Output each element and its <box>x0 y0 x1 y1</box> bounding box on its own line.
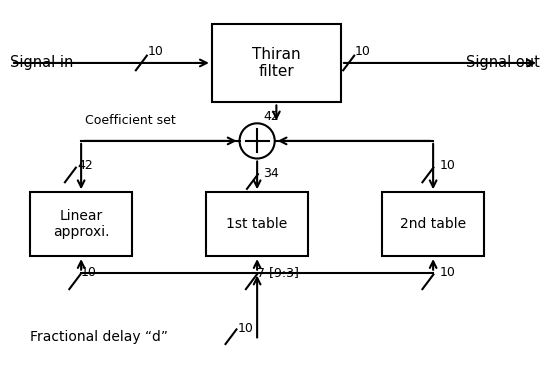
Text: 42: 42 <box>77 159 93 172</box>
Text: Linear
approxi.: Linear approxi. <box>53 209 109 239</box>
Text: Thiran
filter: Thiran filter <box>252 47 301 79</box>
Bar <box>206 192 308 256</box>
Bar <box>212 24 341 102</box>
Text: 10: 10 <box>440 159 456 172</box>
Text: 10: 10 <box>355 45 371 58</box>
Text: 10: 10 <box>81 266 97 279</box>
Text: 1st table: 1st table <box>227 217 288 231</box>
Text: 42: 42 <box>263 109 279 123</box>
Text: Signal in: Signal in <box>10 56 73 70</box>
Bar <box>382 192 484 256</box>
Text: 10: 10 <box>238 322 254 335</box>
Text: Fractional delay “d”: Fractional delay “d” <box>30 330 168 344</box>
Text: 34: 34 <box>263 167 279 180</box>
Text: 7 [9:3]: 7 [9:3] <box>257 266 299 279</box>
Bar <box>30 192 132 256</box>
Text: 2nd table: 2nd table <box>400 217 466 231</box>
Text: 10: 10 <box>147 45 163 58</box>
Text: Coefficient set: Coefficient set <box>85 114 176 127</box>
Text: Signal out: Signal out <box>466 56 540 70</box>
Text: 10: 10 <box>440 266 456 279</box>
